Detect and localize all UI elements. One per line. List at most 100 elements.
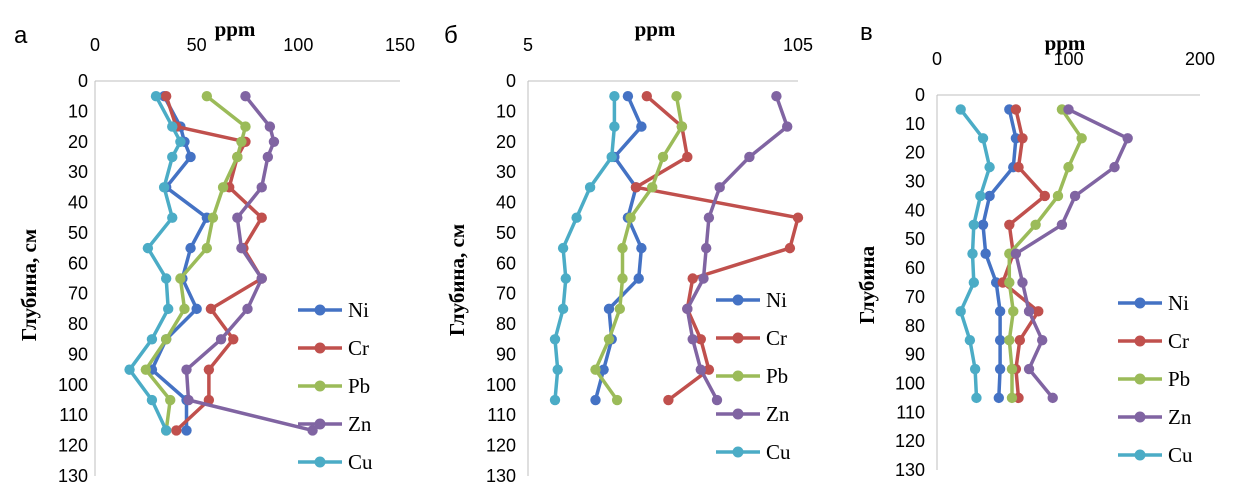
data-point-pb: [676, 121, 688, 132]
data-point-cu: [955, 104, 966, 115]
data-point-cu: [557, 242, 569, 254]
data-point-ni: [191, 303, 202, 315]
data-point-cr: [1004, 219, 1015, 231]
y-tick-label: 60: [905, 258, 925, 278]
chart-panel-2: б ppm Глубина, см 5 105 0 10 20 30 40 50 60 70 80 90 10…: [444, 17, 813, 482]
legend-label: Pb: [766, 364, 788, 388]
data-point-cu: [167, 212, 178, 223]
data-point-cu: [967, 248, 978, 259]
y-tick-label: 70: [905, 287, 925, 307]
data-point-cu: [557, 303, 569, 315]
data-point-zn: [703, 212, 715, 223]
data-point-cr: [630, 182, 642, 193]
data-point-zn: [181, 364, 192, 375]
data-point-cu: [964, 334, 976, 346]
data-point-ni: [980, 248, 991, 259]
data-point-cr: [171, 425, 182, 436]
y-tick-label: 20: [905, 143, 925, 163]
legend-label: Ni: [1168, 291, 1189, 315]
legend-swatch-marker: [732, 446, 744, 458]
data-point-zn: [215, 334, 227, 345]
data-point-ni: [994, 306, 1006, 317]
data-point-pb: [614, 303, 625, 315]
data-point-pb: [1008, 306, 1019, 317]
data-point-cr: [687, 273, 698, 284]
data-point-zn: [1023, 306, 1035, 317]
data-point-pb: [617, 242, 628, 254]
series-line-pb: [144, 94, 248, 433]
data-point-cr: [1010, 104, 1022, 115]
data-point-ni: [598, 364, 609, 375]
panel-label: а: [14, 22, 28, 49]
data-point-cr: [1017, 133, 1028, 144]
y-tick-label: 90: [905, 345, 925, 365]
data-point-zn: [236, 242, 247, 254]
data-point-zn: [1069, 190, 1081, 202]
y-tick-label: 30: [496, 162, 516, 182]
data-point-cu: [158, 182, 170, 193]
data-point-zn: [307, 425, 318, 436]
data-point-ni: [994, 334, 1006, 346]
data-point-cr: [663, 394, 674, 406]
legend-swatch-marker: [1134, 297, 1146, 309]
data-point-pb: [671, 90, 682, 102]
y-tick-label: 110: [896, 402, 925, 422]
data-point-zn: [256, 273, 267, 284]
legend-label: Zn: [766, 402, 790, 426]
data-point-cu: [609, 90, 620, 102]
y-tick-label: 0: [915, 85, 925, 105]
legend-swatch-marker: [732, 294, 744, 306]
data-point-pb: [160, 334, 172, 345]
y-tick-label: 60: [68, 253, 88, 273]
legend-label: Cr: [1168, 329, 1189, 353]
data-point-zn: [232, 212, 243, 223]
y-tick-label: 80: [68, 314, 88, 334]
data-point-ni: [185, 151, 196, 163]
data-point-cu: [571, 212, 582, 223]
data-point-pb: [603, 334, 615, 345]
panel-label: в: [860, 19, 873, 46]
data-point-pb: [625, 212, 636, 223]
data-point-pb: [1006, 392, 1018, 404]
y-tick-label: 120: [895, 431, 925, 451]
data-point-pb: [1006, 363, 1018, 375]
data-point-ni: [622, 90, 634, 102]
x-axis-label: ppm: [1045, 31, 1086, 55]
legend: Ni Cr Pb Zn Cu: [716, 288, 791, 464]
data-point-cu: [549, 334, 561, 345]
y-tick-label: 10: [496, 101, 516, 121]
data-point-pb: [201, 242, 213, 254]
data-point-cu: [609, 121, 620, 132]
y-tick-label: 70: [496, 284, 516, 304]
data-point-pb: [179, 303, 190, 315]
data-point-cu: [163, 303, 174, 315]
legend-swatch-marker: [314, 418, 326, 430]
legend-swatch-marker: [1134, 411, 1146, 423]
y-tick-label: 100: [58, 375, 88, 395]
legend-label: Zn: [1168, 405, 1192, 429]
data-point-ni: [636, 121, 647, 132]
y-axis-label: Глубина, см: [17, 229, 41, 341]
data-point-cr: [203, 364, 215, 375]
legend-label: Cu: [766, 440, 791, 464]
y-tick-label: 40: [496, 193, 516, 213]
panel-label: б: [444, 22, 458, 49]
data-point-pb: [1004, 334, 1015, 346]
data-point-cr: [695, 334, 706, 345]
legend-label: Cu: [348, 450, 373, 474]
data-point-pb: [1076, 133, 1087, 144]
data-point-pb: [1063, 161, 1074, 173]
data-point-pb: [657, 151, 669, 163]
data-point-zn: [695, 364, 706, 375]
data-point-cr: [703, 364, 715, 375]
data-point-ni: [181, 425, 192, 436]
y-tick-label: 50: [496, 223, 516, 243]
y-tick-label: 50: [905, 229, 925, 249]
chart-panel-1: а ppm Глубина, см 0 50 100 150 0 10 20 30 40 50 60 70 8…: [14, 17, 415, 482]
data-point-cu: [971, 392, 982, 404]
data-point-cu: [549, 394, 561, 406]
data-point-ni: [185, 242, 196, 254]
data-point-pb: [617, 273, 628, 284]
y-tick-label: 30: [68, 162, 88, 182]
data-point-pb: [207, 212, 219, 223]
